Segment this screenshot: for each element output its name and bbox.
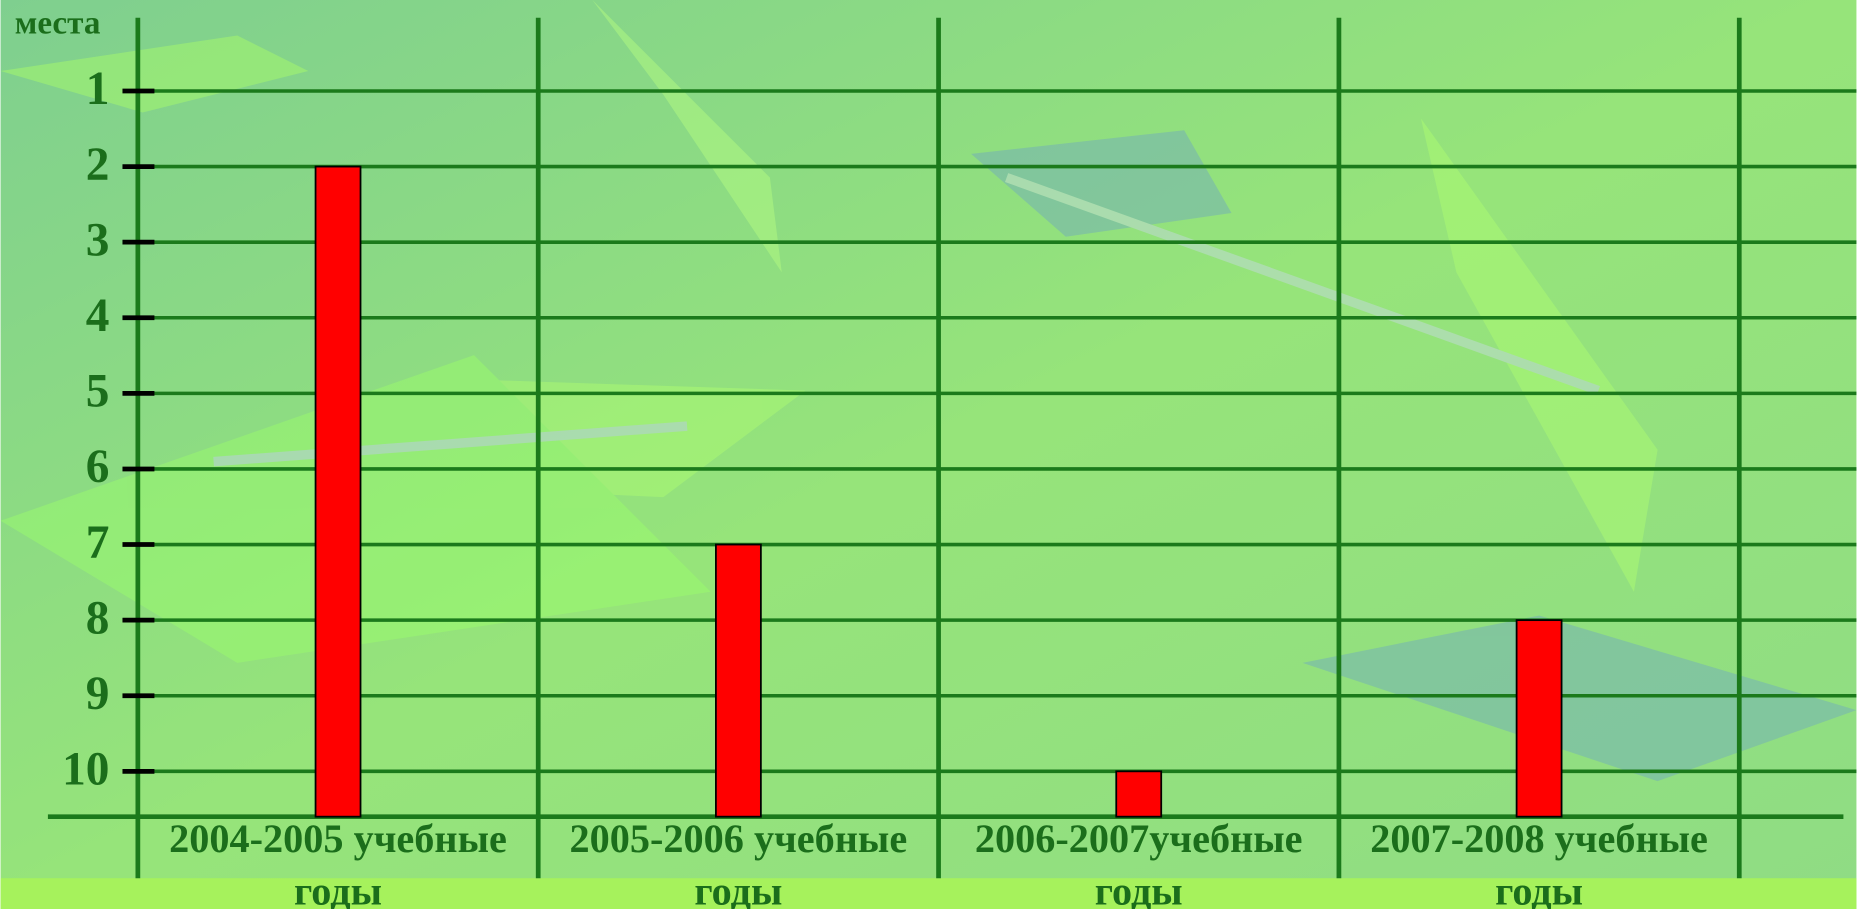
x-tick-label: 2004-2005 учебные годы: [143, 814, 534, 909]
bar: [1517, 620, 1562, 817]
x-tick-label-box: 2004-2005 учебные годы: [143, 814, 534, 909]
y-tick-label: 5: [86, 366, 110, 418]
x-tick-label-box: 2006-2007учебные годы: [943, 814, 1334, 909]
bar: [1116, 771, 1161, 816]
bar: [716, 545, 761, 817]
x-tick-label: 2005-2006 учебные годы: [543, 814, 934, 909]
x-tick-label-box: 2007-2008 учебные годы: [1344, 814, 1735, 909]
y-tick-label: 1: [86, 63, 110, 115]
bar: [316, 167, 361, 817]
y-tick-label: 2: [86, 139, 110, 191]
x-tick-label: 2007-2008 учебные годы: [1344, 814, 1735, 909]
page: места 123456789102004-2005 учебные годы2…: [0, 0, 1857, 909]
x-tick-label-box: 2005-2006 учебные годы: [543, 814, 934, 909]
chart: места 123456789102004-2005 учебные годы2…: [0, 0, 1857, 909]
y-tick-label: 6: [86, 441, 110, 493]
y-tick-label: 4: [86, 290, 110, 342]
y-tick-label: 3: [86, 214, 110, 266]
y-axis-title: места: [15, 5, 101, 42]
y-tick-label: 10: [62, 744, 109, 796]
y-tick-label: 9: [86, 668, 110, 720]
y-tick-label: 8: [86, 592, 110, 644]
y-tick-label: 7: [86, 517, 110, 569]
x-tick-label: 2006-2007учебные годы: [943, 814, 1334, 909]
